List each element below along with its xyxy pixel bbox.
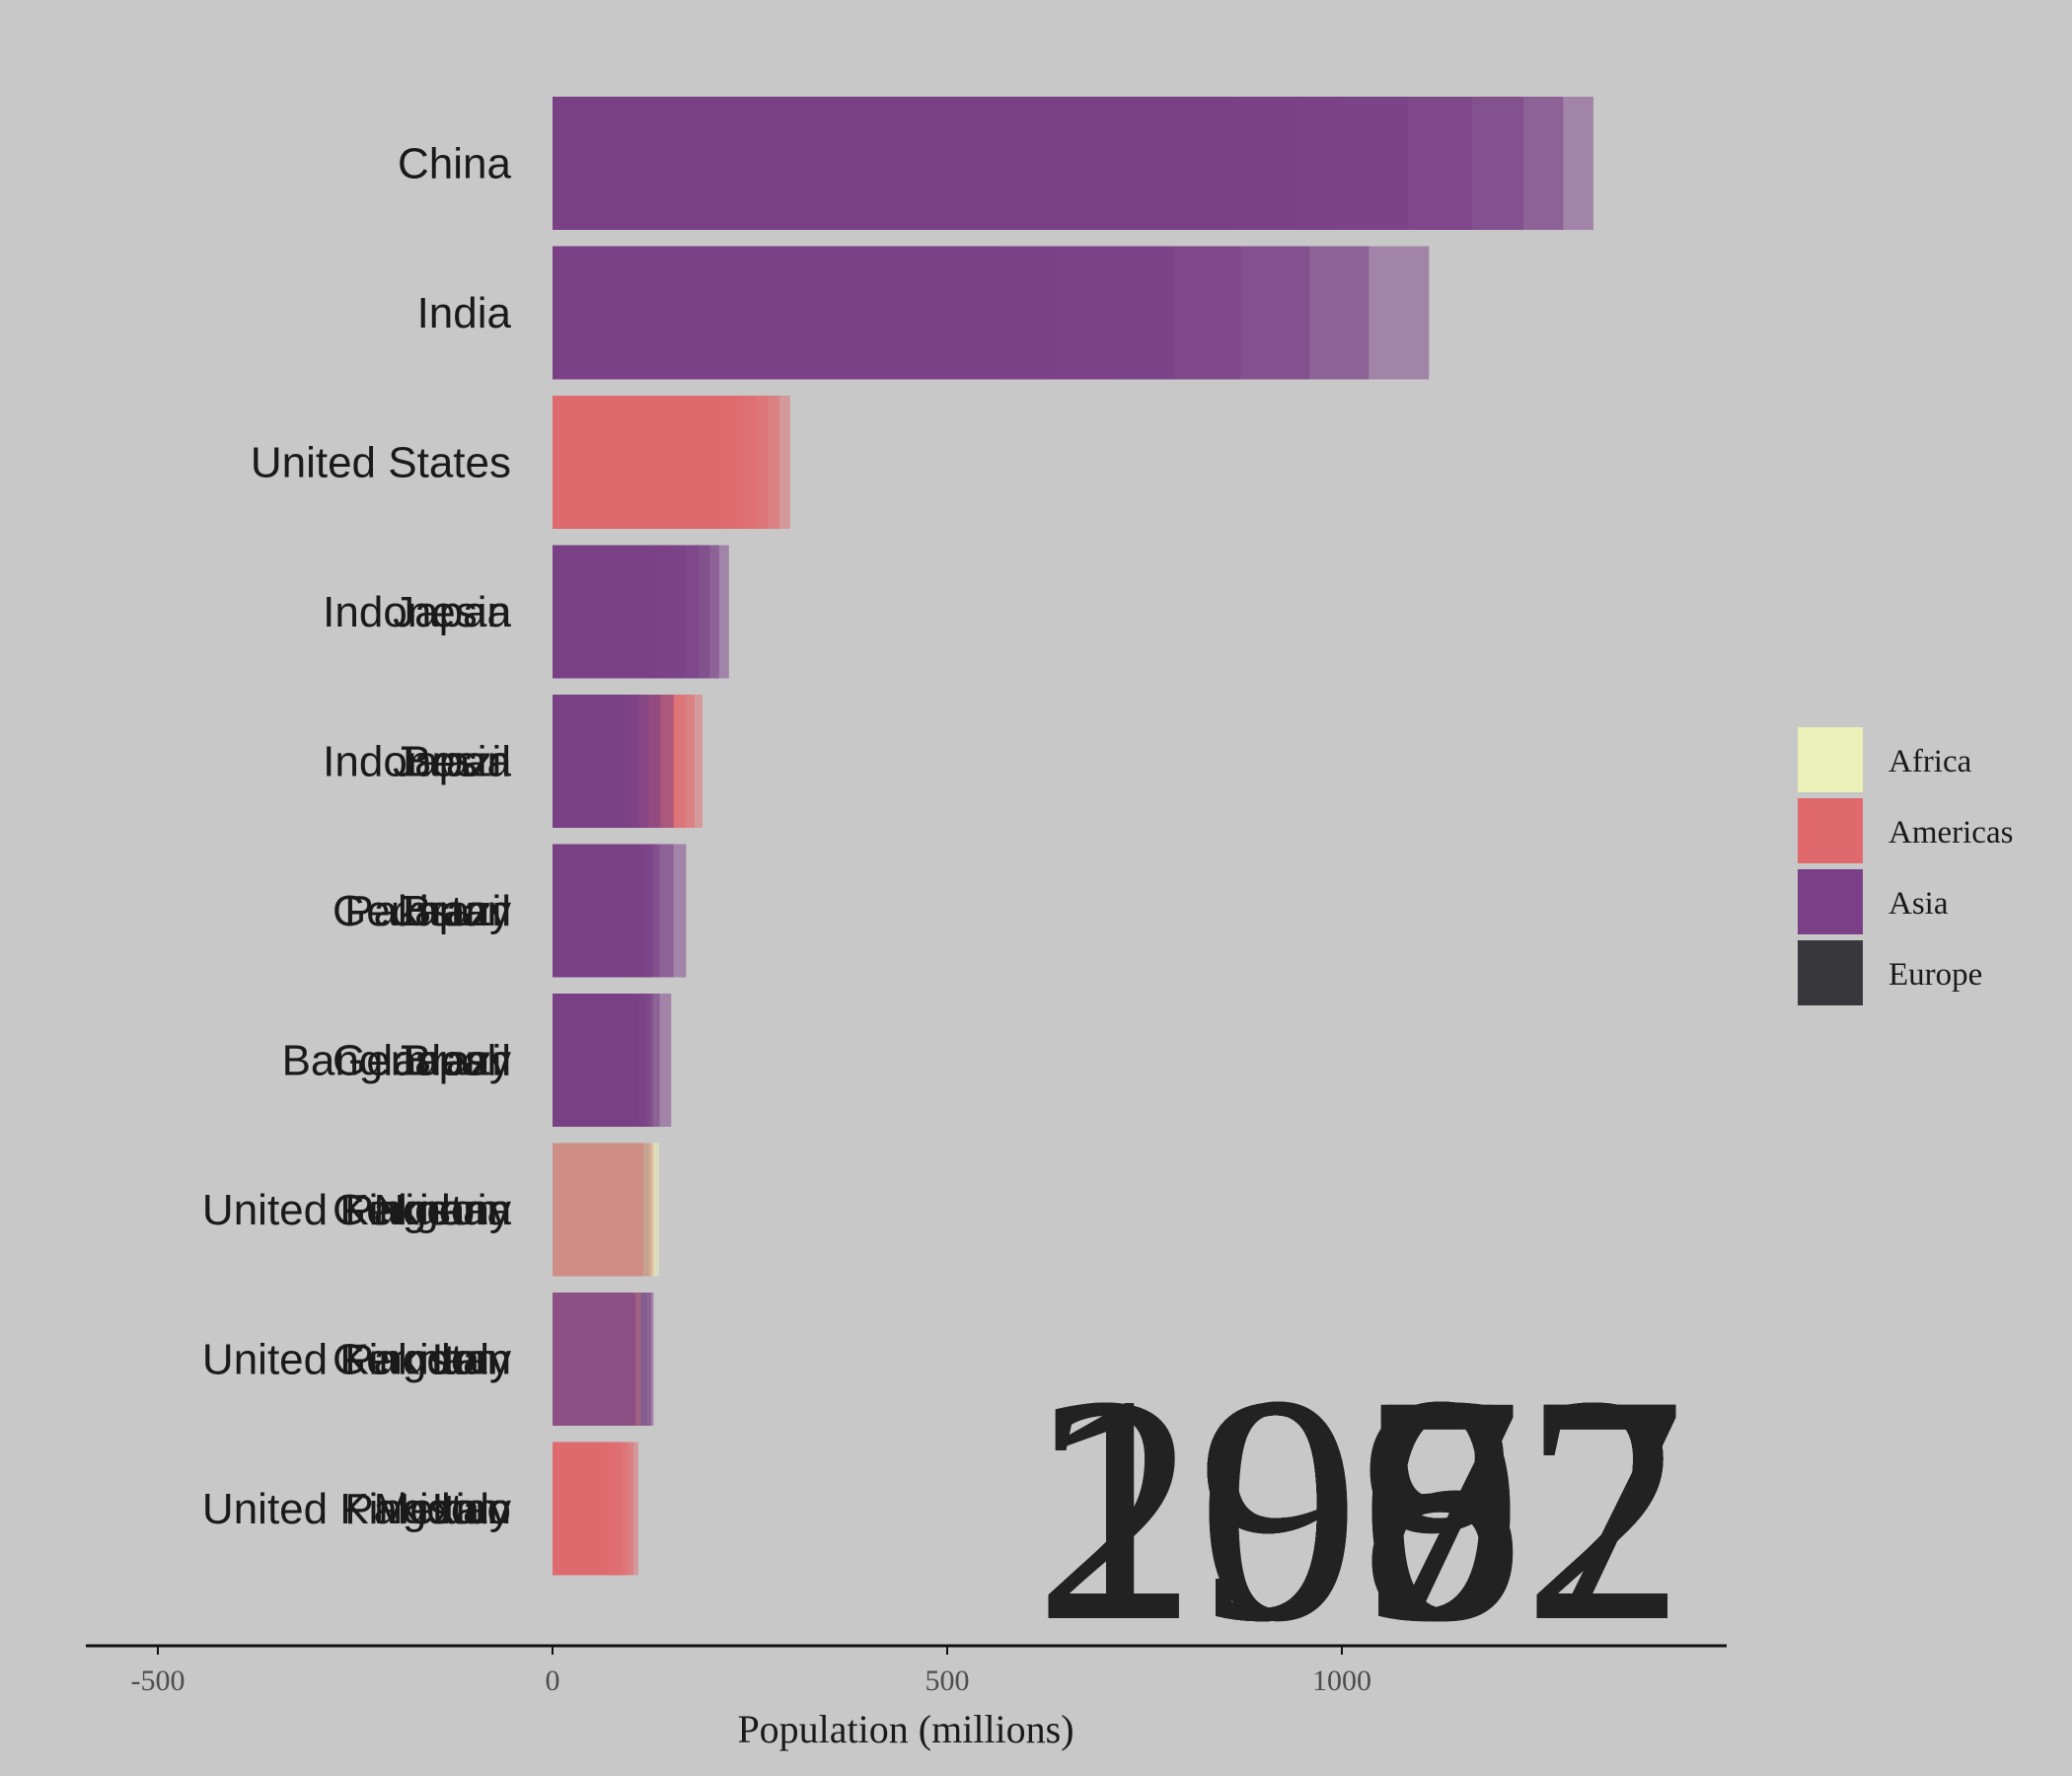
year-label-5: 1972 [1034, 1329, 1685, 1689]
country-label-rank-9-1: United Kingdom [202, 1336, 511, 1384]
country-label-rank-10-4: Italy [431, 1485, 511, 1533]
country-label-rank-4-2: Japan [393, 588, 511, 636]
country-label-rank-10-3: Mexico [374, 1485, 511, 1533]
bar-rank-2-frame-12 [553, 246, 847, 380]
country-label-rank-6-1: Germany [333, 887, 511, 935]
country-label-rank-8-2: Pakistan [344, 1186, 511, 1234]
year-label-3: 1962 [1034, 1329, 1685, 1689]
bar-rank-8-frame-2 [553, 1143, 655, 1277]
country-label-rank-8-3: Germany [333, 1186, 511, 1234]
x-tick-label-4: 1000 [1312, 1665, 1371, 1697]
year-label-10: 1997 [1034, 1329, 1685, 1689]
year-label-6: 1977 [1034, 1329, 1685, 1689]
country-label-rank-5-2: Japan [393, 738, 511, 786]
country-label-rank-9-4: Italy [431, 1336, 511, 1384]
legend-label-europe: Europe [1888, 957, 1982, 993]
bar-rank-9-frame-5 [553, 1293, 635, 1426]
x-axis: -500 0 500 1000 [86, 1644, 1727, 1697]
bar-rank-1-frame-12 [553, 97, 993, 230]
bar-rank-6-frame-12 [553, 844, 622, 978]
country-label-rank-5-1: Indonesia [323, 738, 511, 786]
country-label-rank-6-3: Brazil [403, 887, 511, 935]
bar-rank-8-frame-4 [553, 1143, 651, 1277]
legend-swatch-americas [1798, 798, 1863, 863]
legend: Africa Americas Asia Europe [1798, 727, 2013, 1005]
country-label-rank-10-2: Pakistan [344, 1485, 511, 1533]
year-label-7: 1982 [1034, 1329, 1685, 1689]
country-label-rank-1-1: China [398, 140, 511, 188]
bar-rank-7-frame-12 [553, 994, 618, 1127]
year-label-2: 1957 [1034, 1329, 1685, 1689]
x-axis-title: Population (millions) [737, 1707, 1073, 1751]
country-label-rank-7-1: Bangladesh [282, 1037, 511, 1085]
bar-rank-10-frame-8 [553, 1442, 597, 1576]
x-tick-label-1: -500 [131, 1665, 185, 1697]
legend-label-asia: Asia [1888, 886, 1949, 922]
year-label-11: 2002 [1034, 1329, 1685, 1689]
year-labels: 1952195719621967197219771982198719921997… [1034, 1329, 1685, 1689]
country-label-rank-7-2: Germany [333, 1037, 511, 1085]
country-label-rank-8-4: Nigeria [374, 1186, 512, 1234]
year-label-8: 1987 [1034, 1329, 1685, 1689]
country-label-rank-6-2: Pakistan [344, 887, 511, 935]
x-tick-label-2: 0 [546, 1665, 560, 1697]
bar-rank-4-frame-12 [553, 545, 622, 679]
legend-label-africa: Africa [1888, 744, 1972, 779]
bar-rank-8-frame-6 [553, 1143, 643, 1277]
country-label-rank-9-2: Pakistan [344, 1336, 511, 1384]
legend-swatch-africa [1798, 727, 1863, 792]
country-label-rank-2-1: India [417, 289, 512, 337]
country-label-rank-4-1: Indonesia [323, 588, 511, 636]
country-label-rank-7-3: Brazil [403, 1037, 511, 1085]
bar-rank-8-frame-3 [553, 1143, 654, 1277]
bar-rank-3-frame-12 [553, 396, 678, 529]
x-tick-label-3: 500 [925, 1665, 970, 1697]
country-label-rank-7-4: Japan [393, 1037, 511, 1085]
legend-swatch-europe [1798, 940, 1863, 1005]
year-label-9: 1992 [1034, 1329, 1685, 1689]
country-label-rank-3-1: United States [251, 439, 511, 487]
bar-rank-5-frame-12 [553, 695, 618, 828]
country-label-rank-9-3: Germany [333, 1336, 511, 1384]
bar-rank-8-frame-5 [553, 1143, 649, 1277]
country-label-rank-10-1: United Kingdom [202, 1485, 511, 1533]
country-label-rank-5-3: Brazil [403, 738, 511, 786]
year-label-4: 1967 [1034, 1329, 1685, 1689]
country-label-rank-6-4: Japan [393, 887, 511, 935]
year-label-1: 1952 [1034, 1329, 1685, 1689]
legend-label-americas: Americas [1888, 815, 2013, 851]
bars-layer [553, 97, 1593, 1576]
year-label-12: 2007 [1034, 1329, 1685, 1689]
country-label-rank-8-1: United Kingdom [202, 1186, 511, 1234]
legend-swatch-asia [1798, 869, 1863, 934]
